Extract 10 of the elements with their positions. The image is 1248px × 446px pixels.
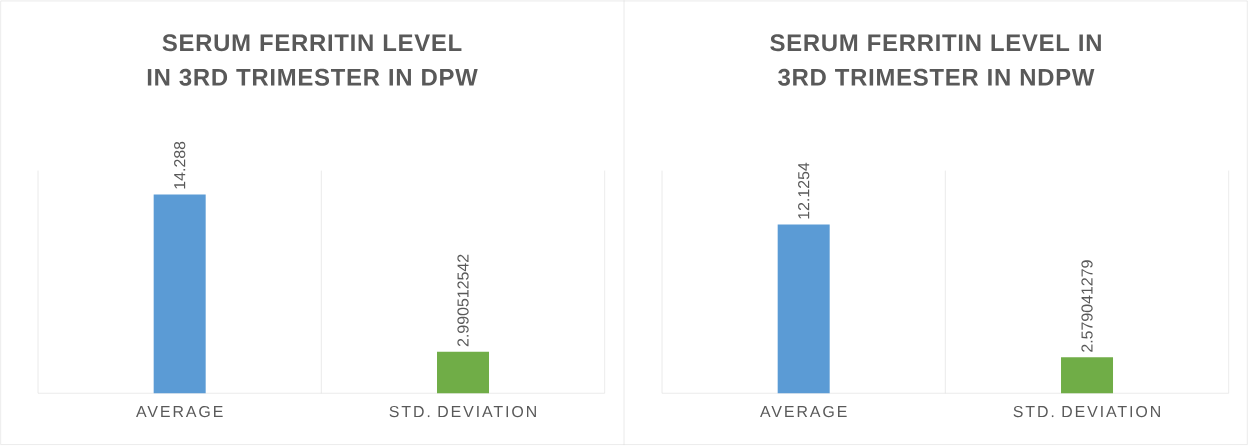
chart-title: SERUM FERRITIN LEVEL IN 3RD TRIMESTER IN NDPW (770, 34, 1101, 87)
x-tick-label: AVERAGE (136, 406, 223, 418)
data-label: 12.1254 (798, 162, 810, 219)
data-label: 14.288 (174, 141, 186, 189)
chart-title: SERUM FERRITIN LEVEL IN 3RD TRIMESTER IN DPW (147, 34, 478, 87)
x-tick-label: AVERAGE (760, 406, 847, 418)
x-tick-label: STD. DEVIATION (1013, 406, 1160, 418)
data-label: 2.579041279 (1081, 260, 1093, 353)
x-tick-label: STD. DEVIATION (389, 406, 536, 418)
data-label: 2.990512542 (457, 254, 469, 347)
